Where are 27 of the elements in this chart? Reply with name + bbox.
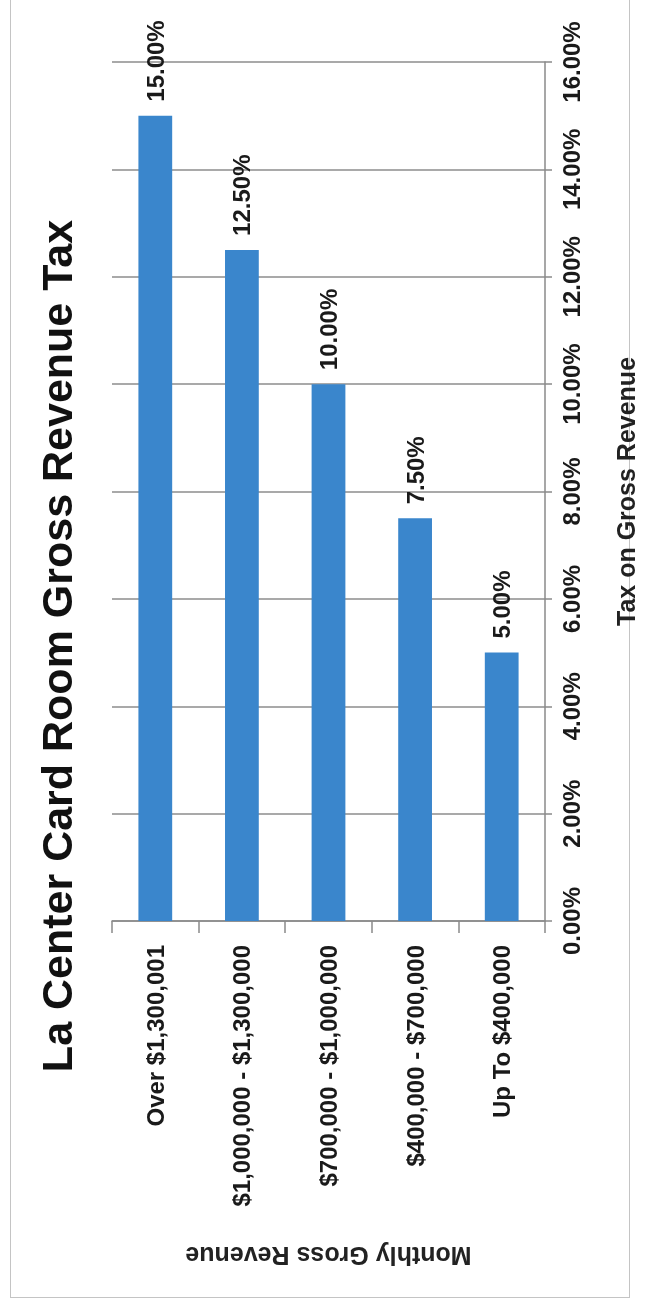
- y-tick-label: 2.00%: [557, 779, 585, 848]
- y-tick-label: 12.00%: [557, 236, 585, 318]
- data-label: 7.50%: [401, 436, 429, 505]
- bar: [138, 115, 173, 921]
- x-tick-label: Over $1,300,001: [141, 945, 169, 1127]
- text: La Center Card Room Gross Revenue Tax: [33, 219, 81, 1073]
- y-tick-label: 4.00%: [557, 672, 585, 741]
- data-label: 5.00%: [488, 570, 516, 639]
- y-tick-label: 10.00%: [557, 343, 585, 425]
- bar: [225, 249, 259, 921]
- y-tick-label: 0.00%: [557, 886, 585, 956]
- y-axis-title: Tax on Gross Revenue: [611, 356, 640, 627]
- y-tick-label: 6.00%: [557, 564, 585, 633]
- x-tick-label: Up To $400,000: [488, 945, 516, 1118]
- bar: [484, 652, 519, 921]
- x-axis-title: Monthly Gross Revenue: [185, 1241, 472, 1270]
- bar: [311, 384, 346, 921]
- x-tick-label: $1,000,000 - $1,300,000: [228, 945, 256, 1207]
- bar: [398, 518, 432, 921]
- data-label: 12.50%: [228, 154, 256, 236]
- y-tick-label: 8.00%: [557, 457, 585, 526]
- y-tick-label: 16.00%: [557, 21, 585, 103]
- data-label: 15.00%: [141, 20, 169, 102]
- x-tick-label: $700,000 - $1,000,000: [315, 945, 342, 1187]
- y-tick-label: 14.00%: [557, 128, 585, 211]
- x-tick-label: $400,000 - $700,000: [401, 945, 429, 1167]
- data-label: 10.00%: [315, 288, 342, 371]
